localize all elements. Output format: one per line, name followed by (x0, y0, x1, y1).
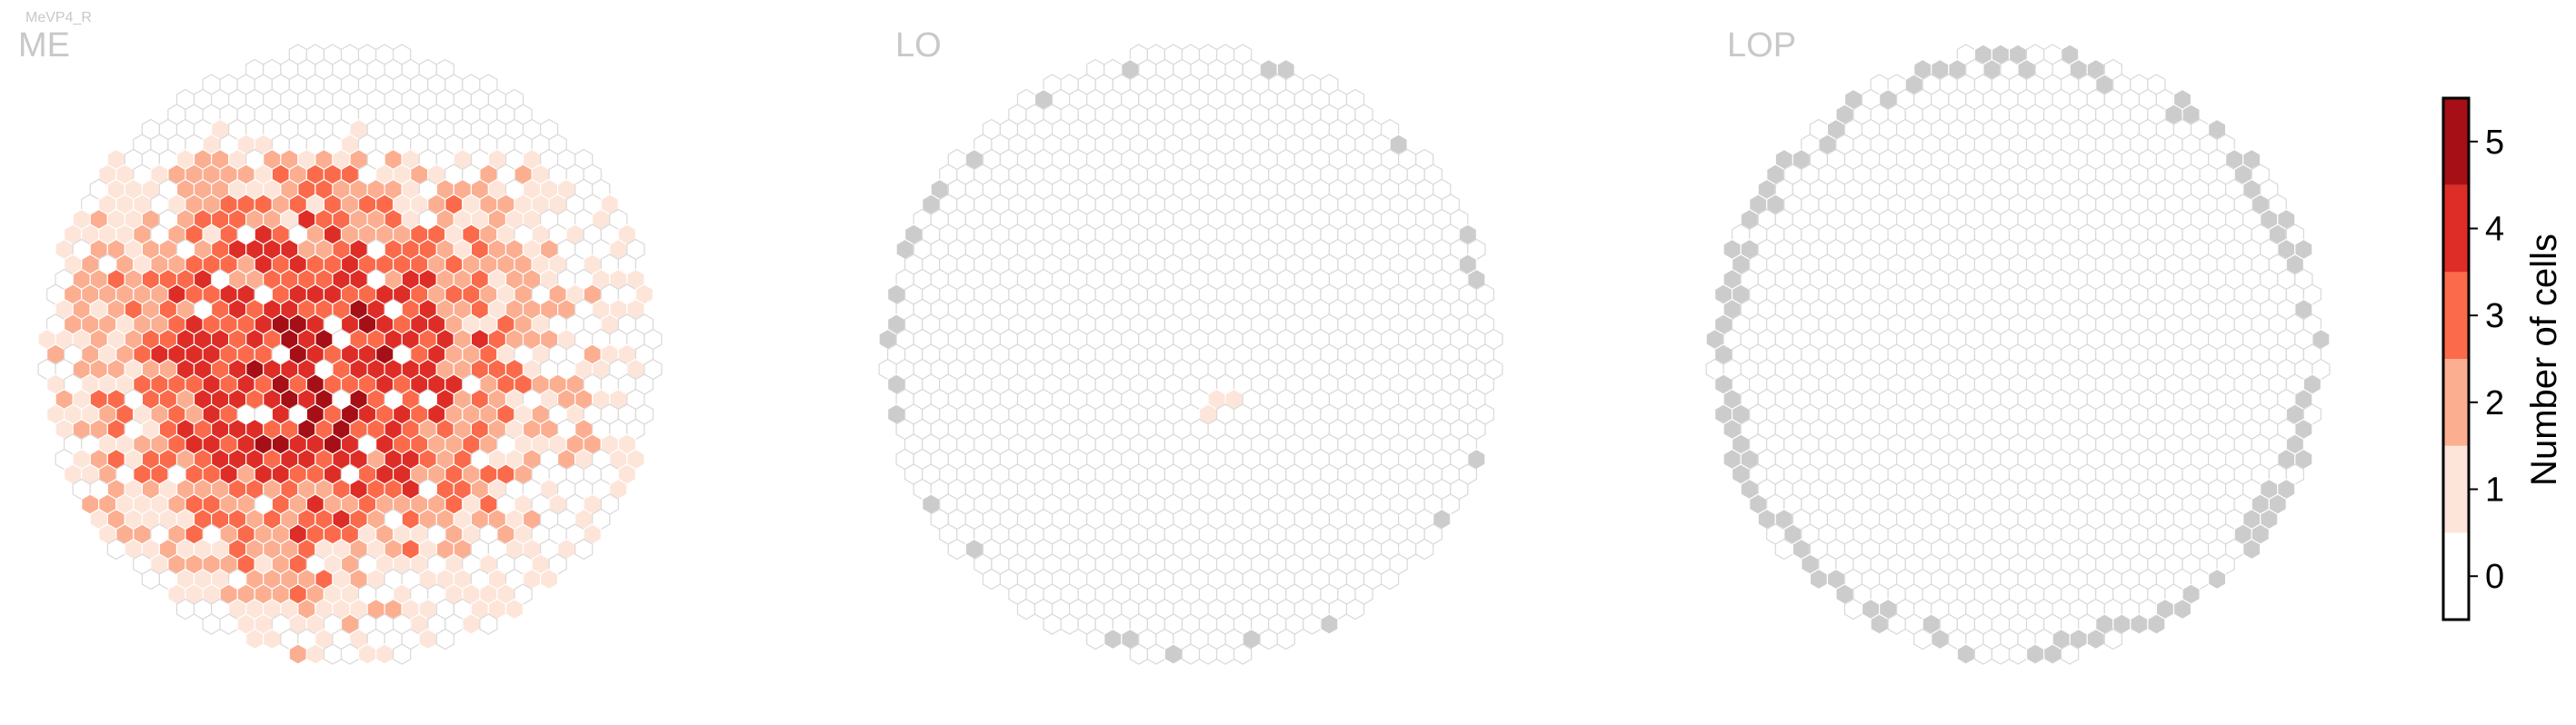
hex-cell (357, 643, 377, 665)
hex-cell (504, 598, 524, 621)
colorbar-tick-label: 0 (2485, 558, 2504, 596)
hex-cell (1146, 643, 1166, 665)
hex-cell (1181, 643, 1201, 665)
hex-cell (2043, 643, 2062, 665)
hex-cell (1991, 643, 2011, 665)
hex-cell (1415, 538, 1434, 561)
hex-cell (175, 598, 195, 621)
figure-label: MeVP4_R (25, 10, 92, 25)
colorbar-frame (2441, 96, 2471, 621)
panel-me (37, 44, 663, 665)
colorbar-segment (2443, 445, 2469, 533)
hex-cell (2025, 643, 2045, 665)
hex-cell (1198, 643, 1218, 665)
colorbar-segment (2443, 184, 2469, 273)
hex-cell (393, 643, 412, 665)
hex-cell (2008, 643, 2028, 665)
hex-cell (305, 643, 324, 665)
hex-cell (2242, 538, 2261, 561)
colorbar-segment (2443, 359, 2469, 446)
hex-cell (1887, 613, 1906, 635)
hex-cell (323, 643, 343, 665)
hex-cell (2130, 613, 2149, 635)
hex-cell (1043, 613, 1062, 635)
colorbar-tick-label: 1 (2485, 472, 2504, 510)
hex-cell (245, 628, 265, 651)
hex-cell (288, 643, 307, 665)
hex-cell (263, 628, 282, 651)
hex-cell (2061, 643, 2080, 665)
hex-cell (1215, 643, 1235, 665)
panel-title-lo: LO (895, 26, 942, 65)
hex-cell (2086, 628, 2105, 651)
hex-cell (141, 568, 160, 591)
hex-cell (375, 643, 394, 665)
hex-cell (1320, 613, 1339, 635)
panel-lop (1705, 44, 2331, 665)
hex-cell (479, 613, 498, 635)
hex-cell (2208, 568, 2227, 591)
hex-cell (202, 613, 221, 635)
panel-title-lop: LOP (1727, 26, 1796, 65)
hex-cell (982, 568, 1002, 591)
colorbar-tick-label: 3 (2485, 297, 2504, 335)
hex-cell (219, 613, 238, 635)
panel-title-me: ME (18, 26, 70, 65)
hex-cell (1843, 598, 1863, 621)
colorbar: 0 1 2 3 4 5 (2441, 96, 2504, 621)
hex-cell (418, 628, 437, 651)
hex-cell (1016, 598, 1036, 621)
colorbar-tick-label: 4 (2485, 211, 2504, 249)
hex-cell (1276, 628, 1295, 651)
colorbar-tick-label: 2 (2485, 384, 2504, 422)
hex-cell (1303, 613, 1322, 635)
colorbar-segment (2443, 98, 2469, 185)
hex-cell (1380, 568, 1400, 591)
hex-cell (1060, 613, 1079, 635)
colorbar-segment (2443, 532, 2469, 620)
hex-cell (462, 613, 481, 635)
hex-cell (1103, 628, 1123, 651)
colorbar-segment (2443, 272, 2469, 359)
hex-cell (2172, 598, 2192, 621)
hex-cell (574, 538, 594, 561)
hex-cell (2147, 613, 2166, 635)
hex-cell (1129, 643, 1149, 665)
hex-cell (106, 538, 125, 561)
hex-cell (2103, 628, 2122, 651)
hex-cell (1809, 568, 1829, 591)
hex-cell (1931, 628, 1950, 651)
hex-cell (1956, 643, 1975, 665)
hex-cell (947, 538, 966, 561)
hex-cell (1259, 628, 1278, 651)
hex-cell (1345, 598, 1365, 621)
hex-cell (1870, 613, 1889, 635)
hex-cell (539, 568, 559, 591)
panel-lo (878, 44, 1503, 665)
hex-cell (1913, 628, 1932, 651)
hex-cell (1774, 538, 1793, 561)
hex-cell (1973, 643, 1992, 665)
colorbar-label: Number of cells (2524, 233, 2564, 486)
hex-cell (340, 643, 360, 665)
hex-cell (1163, 643, 1183, 665)
hex-cell (1086, 628, 1105, 651)
colorbar-tick-label: 5 (2485, 124, 2504, 162)
hex-cell (1233, 643, 1253, 665)
hex-cell (435, 628, 454, 651)
